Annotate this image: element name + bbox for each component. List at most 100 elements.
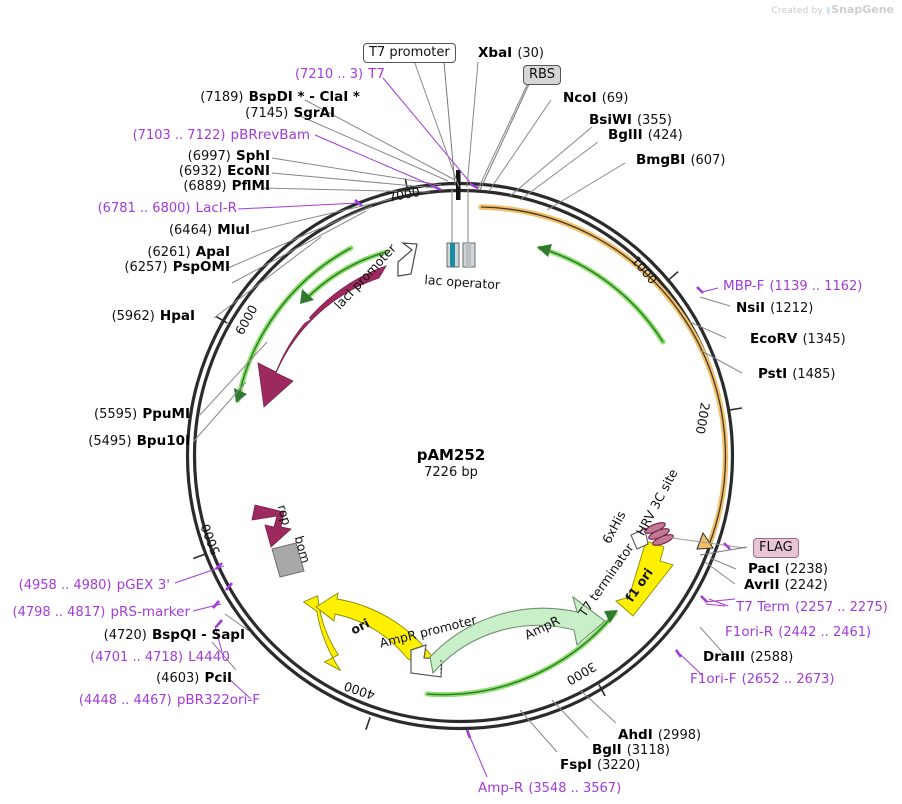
label-hpai[interactable]: (5962) HpaI bbox=[45, 307, 195, 324]
ncoi-pos: (69) bbox=[601, 91, 629, 106]
label-bpu10i[interactable]: (5495) Bpu10I bbox=[25, 432, 190, 449]
plasmid-title: pAM252 bbox=[0, 447, 902, 463]
label-f1ori-f[interactable]: F1ori-F (2652 .. 2673) bbox=[690, 670, 835, 687]
ahdi-name: AhdI bbox=[618, 727, 653, 743]
bspdi-pos: (7189) bbox=[200, 90, 244, 105]
draiii-name: DraIII bbox=[703, 649, 746, 665]
bspdi-name: BspDI * - ClaI * bbox=[248, 89, 360, 105]
label-pbr322ori-f[interactable]: (4448 .. 4467) pBR322ori-F bbox=[10, 691, 260, 708]
label-bgli[interactable]: BglI (3118) bbox=[592, 741, 670, 758]
label-pgex3[interactable]: (4958 .. 4980) pGEX 3' bbox=[10, 576, 170, 593]
plasmid-size-text: 7226 bp bbox=[424, 465, 478, 480]
prs-marker-name: pRS-marker bbox=[110, 604, 190, 620]
label-bspdi-clai[interactable]: (7189) BspDI * - ClaI * bbox=[45, 88, 360, 105]
label-bspqi-sapi[interactable]: (4720) BspQI - SapI bbox=[10, 626, 245, 643]
watermark-prefix: Created by bbox=[771, 6, 823, 16]
psti-pos: (1485) bbox=[792, 367, 836, 382]
ncoi-name: NcoI bbox=[563, 90, 597, 106]
label-l4440[interactable]: (4701 .. 4718) L4440 bbox=[10, 648, 230, 665]
ahdi-pos: (2998) bbox=[657, 728, 702, 743]
primer-arcs bbox=[234, 244, 666, 698]
label-nsii[interactable]: NsiI (1212) bbox=[736, 299, 813, 316]
pbr322ori-f-pos: (4448 .. 4467) bbox=[78, 693, 172, 708]
boxed-label-t7-promoter[interactable]: T7 promoter bbox=[363, 43, 456, 63]
label-bsiwi[interactable]: BsiWI (355) bbox=[589, 111, 672, 128]
boxed-label-flag[interactable]: FLAG bbox=[753, 538, 799, 558]
f1ori-r-pos: (2442 .. 2461) bbox=[778, 625, 872, 640]
plasmid-size: 7226 bp bbox=[0, 463, 902, 479]
label-bmgbi[interactable]: BmgBI (607) bbox=[636, 151, 725, 168]
label-pflmi[interactable]: (6889) PflMI bbox=[45, 177, 270, 194]
pcii-pos: (4603) bbox=[156, 671, 200, 686]
bsiwi-pos: (355) bbox=[636, 113, 672, 128]
leader-lines-purple-bottom bbox=[469, 736, 488, 778]
pbrrevbam-pos: (7103 .. 7122) bbox=[132, 128, 226, 143]
label-avrii[interactable]: AvrII (2242) bbox=[744, 576, 828, 593]
xbai-name: XbaI bbox=[478, 45, 513, 61]
bspqi-name: BspQI - SapI bbox=[151, 627, 245, 643]
label-mbp-f[interactable]: MBP-F (1139 .. 1162) bbox=[723, 277, 862, 294]
laci-gene-arrow bbox=[257, 265, 387, 408]
ppumi-pos: (5595) bbox=[94, 407, 138, 422]
label-pspomi[interactable]: (6257) PspOMI bbox=[45, 258, 230, 275]
orange-translation-arc bbox=[478, 204, 729, 550]
econi-pos: (6932) bbox=[178, 164, 223, 179]
pgex3-pos: (4958 .. 4980) bbox=[18, 578, 112, 593]
label-amp-r[interactable]: Amp-R (3548 .. 3567) bbox=[478, 779, 621, 796]
label-f1ori-r[interactable]: F1ori-R (2442 .. 2461) bbox=[725, 623, 871, 640]
pbrrevbam-name: pBRrevBam bbox=[230, 127, 310, 143]
label-xbai[interactable]: XbaI (30) bbox=[478, 44, 544, 61]
label-draiii[interactable]: DraIII (2588) bbox=[703, 648, 793, 665]
nsii-name: NsiI bbox=[736, 300, 765, 316]
leader-lines-bottom bbox=[519, 689, 617, 753]
label-ahdi[interactable]: AhdI (2998) bbox=[618, 726, 701, 743]
bglii-pos: (424) bbox=[647, 128, 683, 143]
label-fspi[interactable]: FspI (3220) bbox=[560, 756, 640, 773]
mbp-f-pos: (1139 .. 1162) bbox=[769, 279, 863, 294]
label-econi[interactable]: (6932) EcoNI bbox=[45, 162, 270, 179]
ruler-ticks bbox=[193, 178, 743, 730]
label-t7-feature[interactable]: (7210 .. 3) T7 bbox=[85, 65, 385, 82]
his-tag-glyph bbox=[630, 522, 746, 550]
fspi-pos: (3220) bbox=[597, 758, 641, 773]
label-ecorv[interactable]: EcoRV (1345) bbox=[750, 330, 846, 347]
label-apai[interactable]: (6261) ApaI bbox=[45, 243, 230, 260]
pflmi-pos: (6889) bbox=[183, 179, 227, 194]
label-prs-marker[interactable]: (4798 .. 4817) pRS-marker bbox=[5, 603, 191, 620]
label-paci[interactable]: PacI (2238) bbox=[748, 560, 828, 577]
paci-pos: (2238) bbox=[784, 562, 828, 577]
label-bglii[interactable]: BglII (424) bbox=[608, 126, 683, 143]
label-t7-term[interactable]: T7 Term (2257 .. 2275) bbox=[736, 598, 888, 615]
leader-lines-purple-right bbox=[679, 287, 736, 677]
l4440-name: L4440 bbox=[188, 649, 230, 665]
label-sgrai[interactable]: (7145) SgrAI bbox=[45, 104, 335, 121]
l4440-pos: (4701 .. 4718) bbox=[90, 650, 184, 665]
label-ncoi[interactable]: NcoI (69) bbox=[563, 89, 628, 106]
rop-arrow bbox=[251, 504, 292, 548]
bmgbi-name: BmgBI bbox=[636, 152, 686, 168]
label-pbrrevbam[interactable]: (7103 .. 7122) pBRrevBam bbox=[25, 126, 310, 143]
ppumi-name: PpuMI bbox=[142, 406, 190, 422]
boxed-label-connectors bbox=[443, 61, 748, 556]
leader-lines-bottom-left bbox=[211, 613, 250, 671]
prs-marker-pos: (4798 .. 4817) bbox=[12, 605, 106, 620]
t7-term-name: T7 Term bbox=[736, 599, 790, 615]
avrii-name: AvrII bbox=[744, 577, 780, 593]
amp-r-pos: (3548 .. 3567) bbox=[528, 781, 622, 796]
label-mlui[interactable]: (6464) MluI bbox=[45, 221, 250, 238]
label-sphi[interactable]: (6997) SphI bbox=[45, 147, 270, 164]
ecorv-pos: (1345) bbox=[802, 332, 846, 347]
label-ppumi[interactable]: (5595) PpuMI bbox=[25, 405, 190, 422]
bglii-name: BglII bbox=[608, 127, 643, 143]
snapgene-watermark: Created by ▮SnapGene bbox=[771, 3, 894, 16]
pbr322ori-f-name: pBR322ori-F bbox=[176, 692, 260, 708]
label-pcii[interactable]: (4603) PciI bbox=[10, 669, 232, 686]
boxed-label-rbs[interactable]: RBS bbox=[523, 65, 561, 85]
label-laci-r[interactable]: (6781 .. 6800) LacI-R bbox=[25, 199, 237, 216]
nsii-pos: (1212) bbox=[770, 301, 814, 316]
draiii-pos: (2588) bbox=[750, 650, 794, 665]
label-psti[interactable]: PstI (1485) bbox=[758, 365, 836, 382]
amp-r-name: Amp-R bbox=[478, 780, 524, 796]
